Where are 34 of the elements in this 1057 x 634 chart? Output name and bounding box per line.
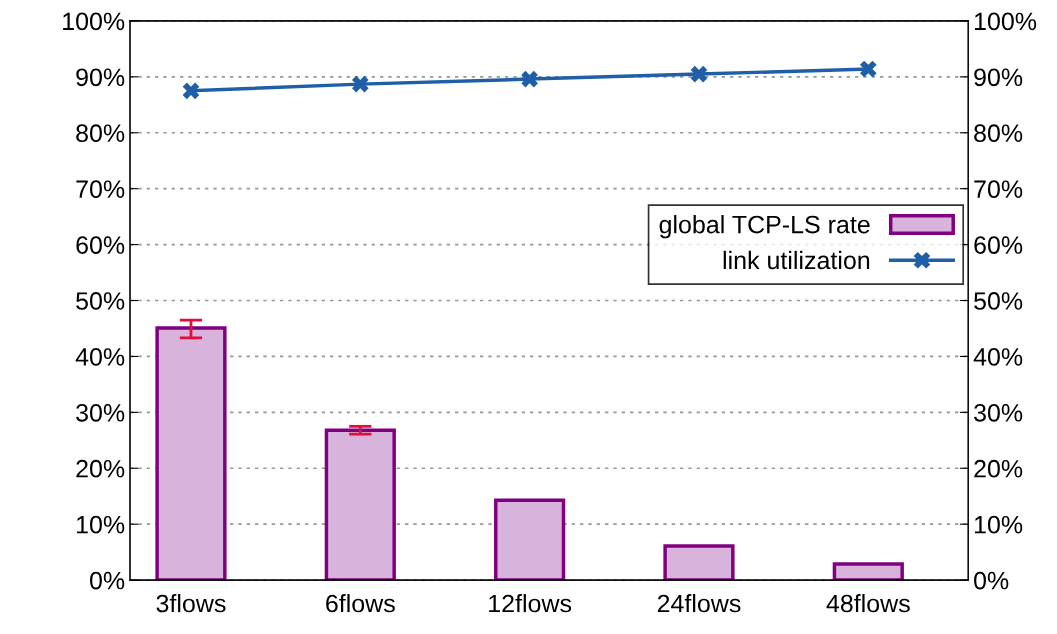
x-tick-label: 3flows — [156, 594, 226, 613]
y-tick-label: 0% — [89, 571, 125, 590]
y2-tick-label: 90% — [974, 68, 1023, 87]
x-tick-label: 48flows — [826, 594, 910, 613]
y-tick-label: 90% — [76, 68, 125, 87]
point — [351, 75, 369, 93]
legend-label: link utilization — [723, 250, 870, 270]
y-tick-label: 70% — [76, 180, 125, 198]
y-tick-label: 60% — [76, 236, 125, 254]
y2-tick-label: 60% — [974, 236, 1023, 254]
y-tick-label: 80% — [76, 124, 125, 143]
y-tick-label: 50% — [76, 292, 125, 310]
y2-tick-label: 80% — [974, 124, 1023, 143]
y-tick-label: 40% — [75, 348, 125, 366]
legend-label: global TCP-LS rate — [659, 215, 870, 239]
y2-tick-label: 40% — [973, 348, 1023, 366]
y-tick-label: 20% — [76, 459, 125, 478]
x-tick-label: 12flows — [489, 594, 572, 613]
y-tick-label: 100% — [63, 12, 125, 31]
x-tick-label: 6flows — [326, 594, 395, 613]
point — [690, 65, 708, 83]
y2-tick-label: 10% — [974, 515, 1023, 534]
point — [859, 60, 877, 78]
y2-tick-label: 100% — [974, 12, 1037, 31]
y2-tick-label: 70% — [974, 180, 1023, 198]
y-tick-label: 10% — [77, 515, 125, 534]
y2-tick-label: 0% — [974, 571, 1009, 590]
x-tick-label: 24flows — [657, 594, 741, 613]
y-tick-label: 30% — [76, 403, 125, 422]
y2-tick-label: 20% — [974, 459, 1023, 478]
point — [182, 82, 200, 100]
point — [521, 70, 538, 88]
y2-tick-label: 50% — [974, 292, 1023, 310]
y2-tick-label: 30% — [974, 403, 1023, 422]
